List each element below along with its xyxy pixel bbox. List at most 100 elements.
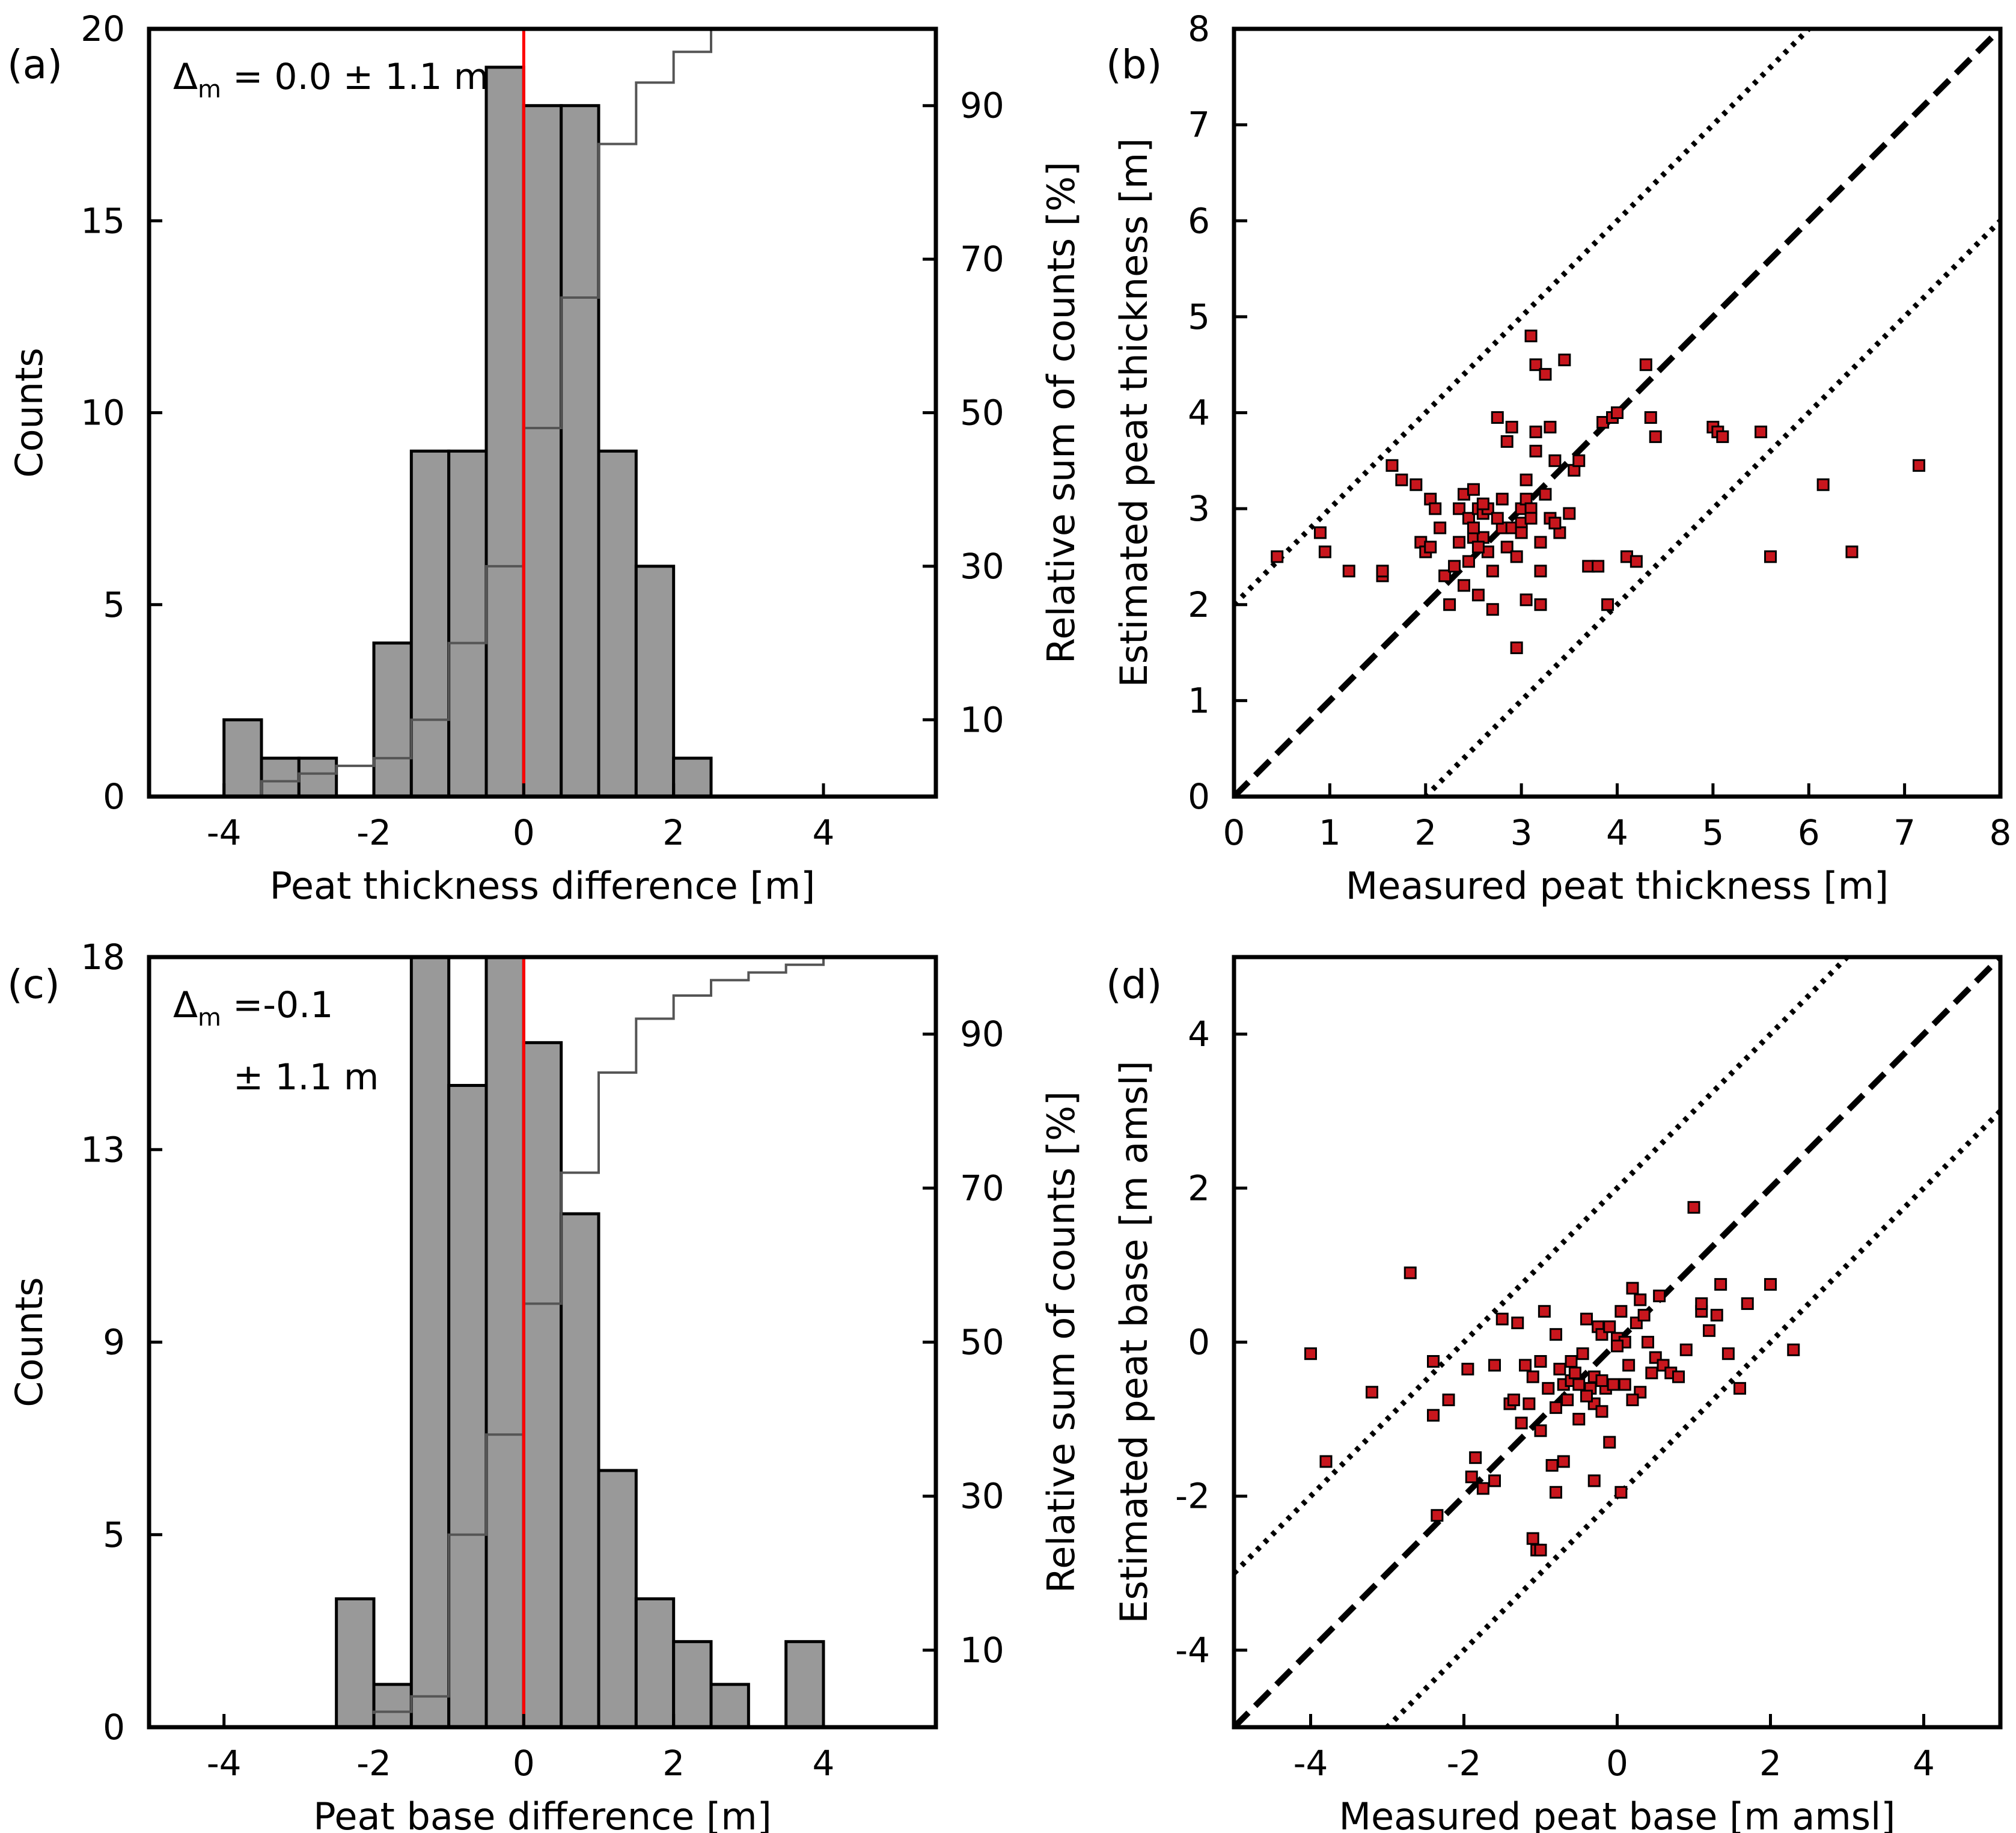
- scatter-point: [1495, 492, 1509, 506]
- scatter-point: [1467, 521, 1480, 534]
- scatter-point: [1526, 1532, 1539, 1545]
- scatter-point: [1607, 1378, 1620, 1391]
- y-tick-label: 5: [1188, 296, 1210, 337]
- x-tick-label: -2: [356, 812, 391, 853]
- x-axis-title: Measured peat thickness [m]: [1346, 864, 1889, 908]
- scatter-point: [1642, 1336, 1654, 1348]
- scatter-point: [1438, 569, 1452, 583]
- scatter-point: [1534, 536, 1547, 549]
- scatter-point: [1603, 1436, 1616, 1449]
- scatter-point: [1710, 1309, 1723, 1322]
- histogram-bar: [372, 1683, 413, 1727]
- scatter-point: [1500, 435, 1514, 448]
- scatter-point: [1500, 540, 1514, 554]
- histogram-bar: [560, 1212, 600, 1727]
- histogram-bar: [784, 1640, 825, 1727]
- plot-area: [335, 957, 825, 1727]
- scatter-point: [1520, 473, 1533, 486]
- panel-b: 0 1 2 3 4 5 6 7 8 0 1 2 3 4 5 6 7 8 Measured peat thicknes…: [1106, 8, 2012, 908]
- scatter-point: [1491, 512, 1504, 525]
- scatter-point: [1395, 473, 1408, 486]
- scatter-point: [1550, 1486, 1562, 1499]
- histogram-bar: [597, 1469, 638, 1727]
- y-tick-label: 13: [81, 1129, 125, 1170]
- annotation-symbol: Δ: [173, 984, 198, 1026]
- x-axis-title: Measured peat base [m amsl]: [1339, 1795, 1896, 1833]
- scatter-point: [1524, 512, 1538, 525]
- scatter-point: [1703, 1324, 1715, 1337]
- scatter-point: [1557, 1455, 1570, 1468]
- panel-letter: (c): [7, 961, 60, 1008]
- panel-letter: (d): [1106, 961, 1162, 1008]
- scatter-point: [1644, 411, 1657, 424]
- scatter-point: [1733, 1382, 1746, 1395]
- scatter-point: [1716, 430, 1729, 443]
- x-tick-label: 2: [662, 812, 685, 853]
- panel-letter: (b): [1106, 41, 1162, 88]
- scatter-point: [1845, 545, 1859, 558]
- x-tick-label: -2: [1447, 1743, 1482, 1784]
- y2-axis-title: Relative sum of counts [%]: [1039, 162, 1083, 664]
- y-tick-label: 2: [1188, 584, 1210, 625]
- histogram-bar: [297, 756, 338, 797]
- scatter-point: [1523, 1397, 1536, 1410]
- stats-annotation-line2: ± 1.1 m: [233, 1056, 379, 1098]
- scatter-point: [1634, 1293, 1647, 1306]
- plot-area: [222, 29, 713, 797]
- x-tick-label: 0: [1606, 1743, 1628, 1784]
- scatter-point: [1764, 550, 1777, 563]
- scatter-point: [1741, 1297, 1754, 1310]
- scatter-point: [1653, 1290, 1666, 1303]
- histogram-bar: [260, 756, 301, 797]
- scatter-point: [1313, 526, 1327, 539]
- scatter-point: [1510, 641, 1523, 655]
- x-tick-label: 0: [513, 812, 535, 853]
- scatter-point: [1507, 1394, 1520, 1407]
- histogram-bar: [560, 104, 600, 797]
- scatter-point: [1534, 565, 1547, 578]
- scatter-point: [1427, 1409, 1440, 1422]
- scatter-point: [1595, 1374, 1608, 1388]
- scatter-point: [1458, 579, 1470, 592]
- scatter-point: [1461, 1362, 1474, 1376]
- scatter-point: [1304, 1347, 1317, 1360]
- y2-tick-label: 10: [960, 1630, 1004, 1671]
- scatter-point: [1534, 1424, 1547, 1437]
- scatter-point: [1424, 540, 1437, 554]
- histogram-bar: [372, 641, 413, 797]
- scatter-point: [1611, 1339, 1623, 1353]
- y-tick-label: 18: [81, 937, 125, 978]
- annotation-symbol: Δ: [173, 56, 198, 98]
- scatter-point: [1764, 1278, 1777, 1291]
- histogram-bar: [222, 718, 263, 797]
- histogram-bar: [672, 1640, 713, 1727]
- y-tick-label: 5: [103, 584, 125, 625]
- scatter-point: [1714, 1278, 1727, 1291]
- x-tick-label: 8: [1990, 812, 2012, 853]
- y-tick-label: -4: [1175, 1630, 1210, 1671]
- scatter-point: [1465, 1470, 1478, 1484]
- y-tick-label: 3: [1188, 488, 1210, 529]
- histogram-bar: [522, 1041, 563, 1727]
- scatter-point: [1469, 1451, 1482, 1464]
- scatter-point: [1548, 454, 1562, 467]
- scatter-point: [1816, 478, 1830, 491]
- scatter-point: [1695, 1297, 1708, 1310]
- scatter-point: [1448, 560, 1461, 573]
- scatter-point: [1601, 598, 1614, 611]
- scatter-point: [1755, 425, 1768, 438]
- scatter-point: [1443, 598, 1456, 611]
- annotation-value: =-0.1: [221, 984, 333, 1026]
- offset-line: [1422, 219, 2000, 797]
- scatter-point: [1679, 1343, 1693, 1356]
- y-tick-label: 20: [81, 8, 125, 49]
- scatter-point: [1539, 488, 1552, 501]
- scatter-point: [1476, 1482, 1489, 1495]
- offset-line: [1234, 29, 1813, 607]
- y-tick-label: 0: [1188, 1322, 1210, 1363]
- scatter-point: [1649, 430, 1662, 443]
- scatter-point: [1645, 1366, 1658, 1380]
- scatter-point: [1366, 1386, 1378, 1399]
- y-tick-label: 4: [1188, 1014, 1210, 1054]
